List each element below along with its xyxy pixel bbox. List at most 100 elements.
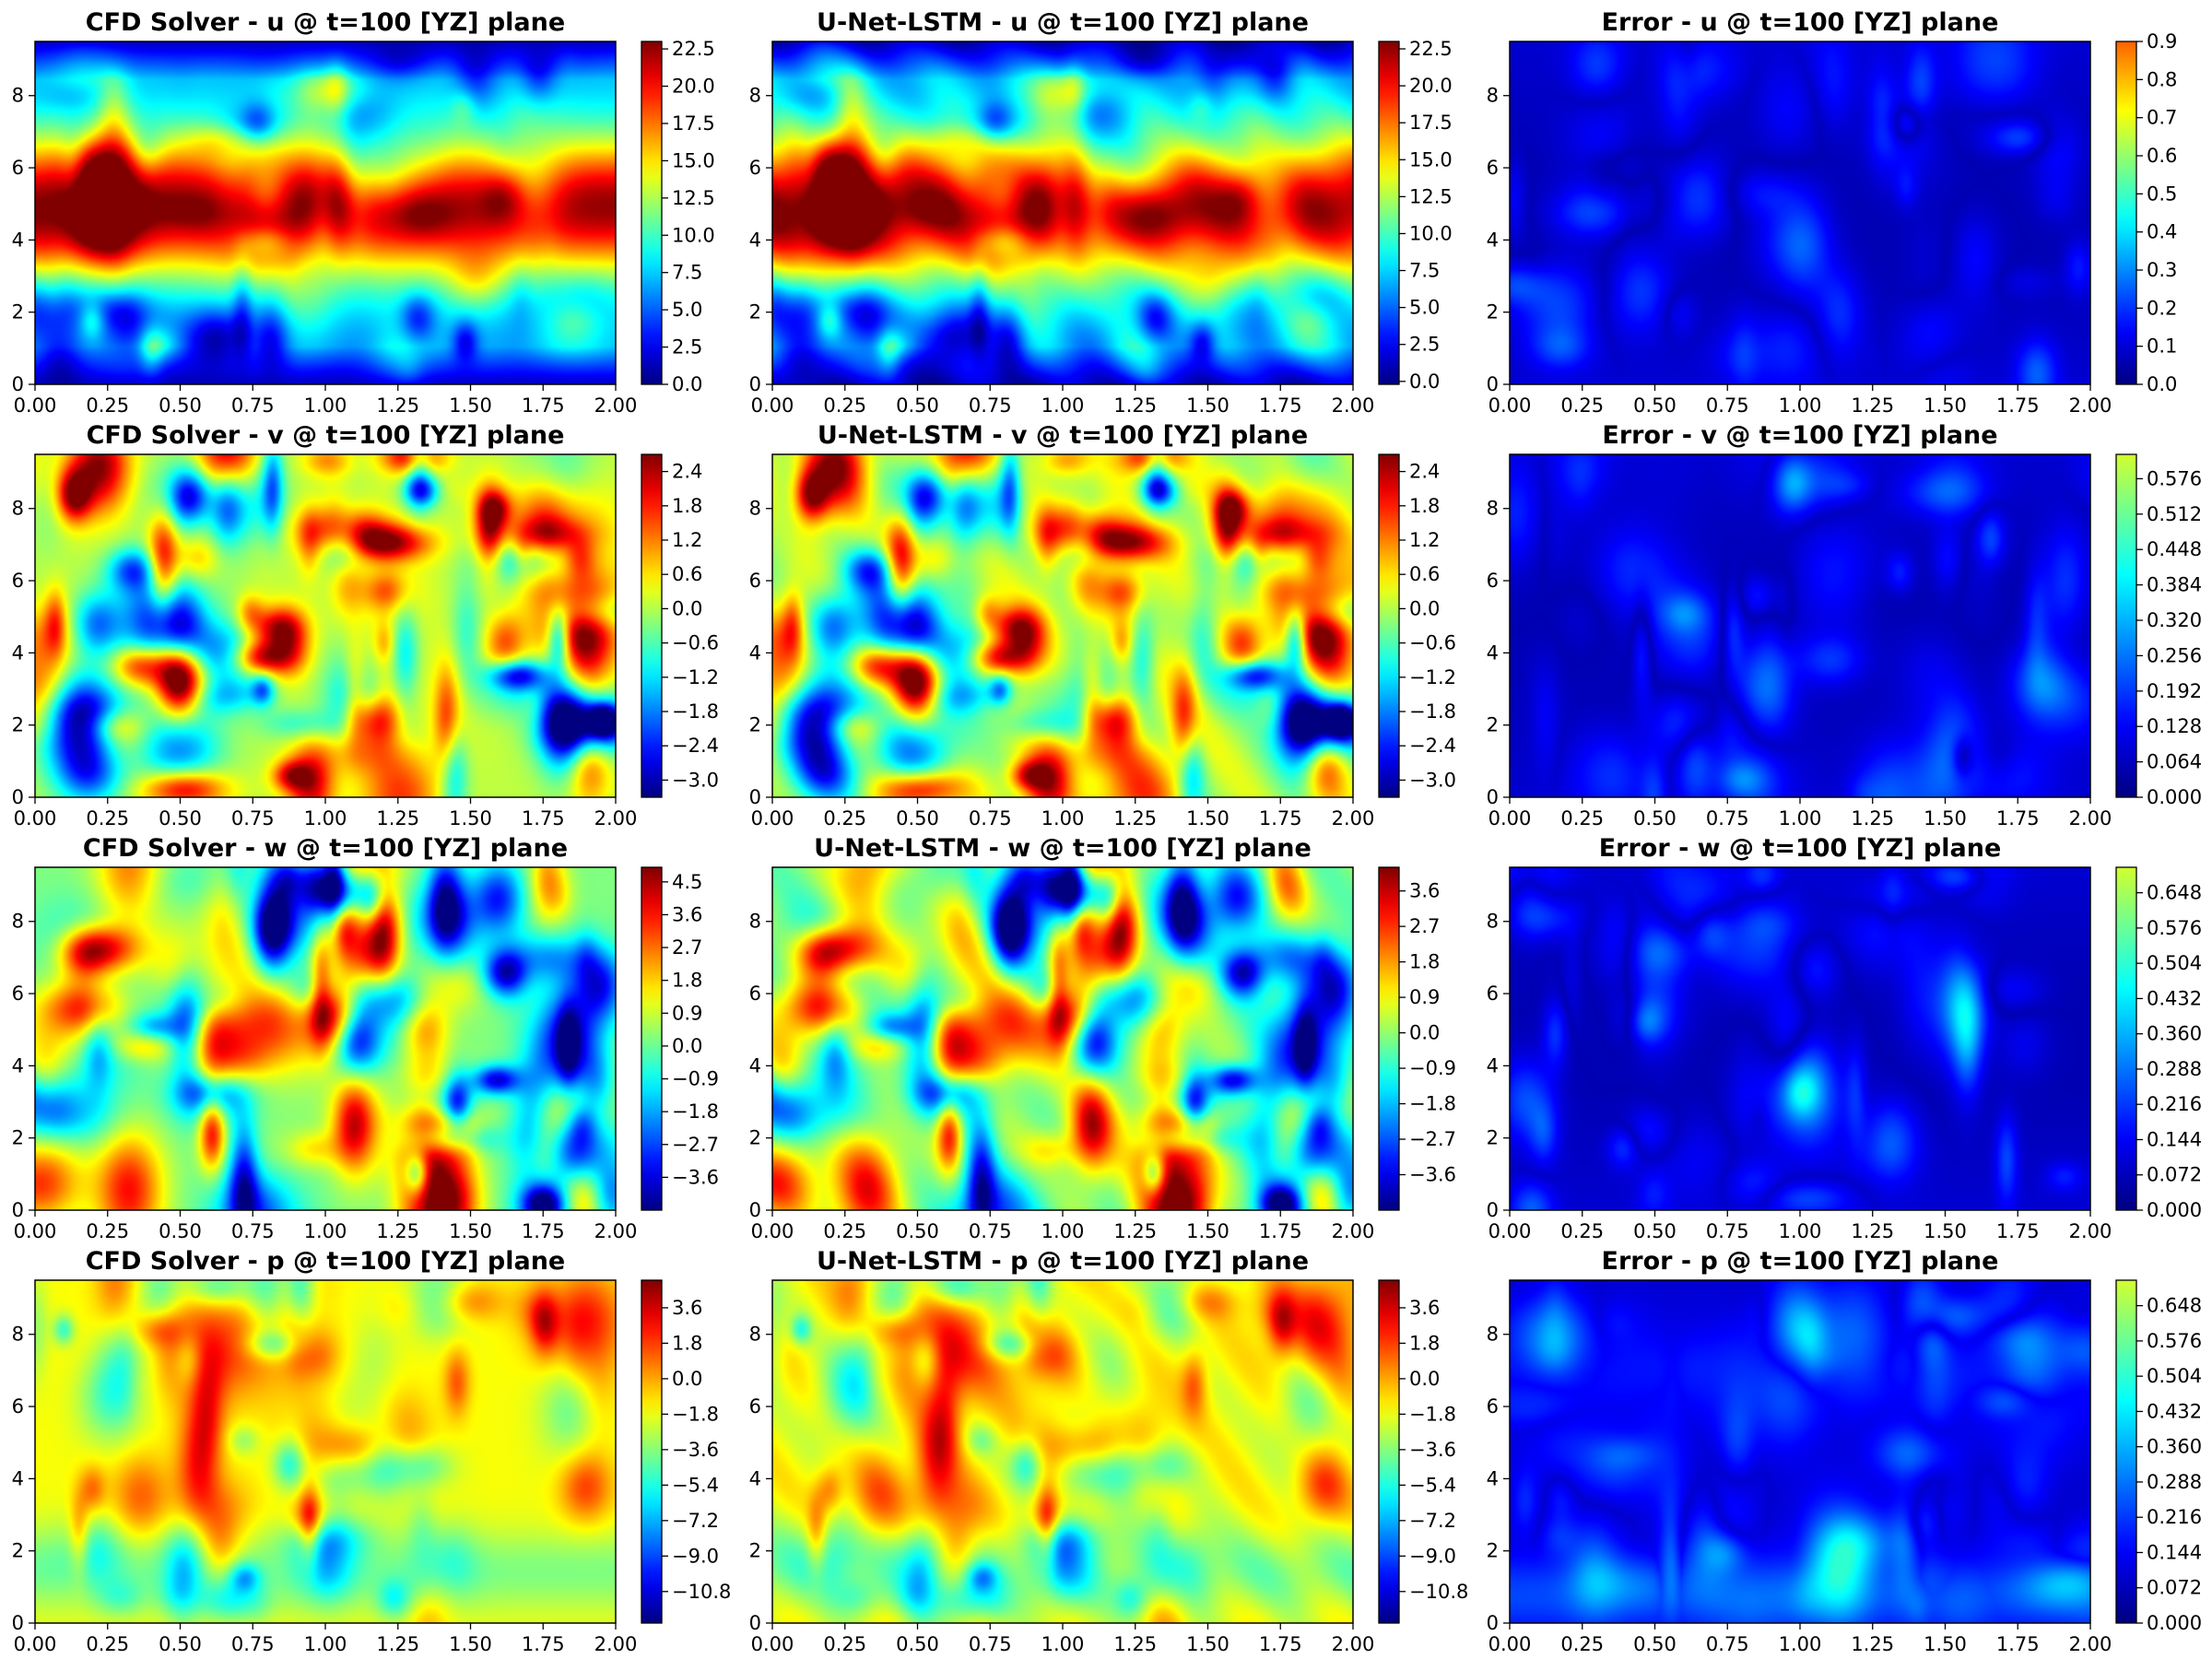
colorbar-tick-label: 5.0	[672, 299, 702, 321]
x-tick-label: 2.00	[1332, 394, 1375, 417]
y-tick-label: 8	[749, 1324, 761, 1346]
colorbar-tick-label: 0.0	[1409, 597, 1440, 619]
y-tick-label: 8	[1487, 911, 1499, 933]
colorbar-tick-label: −7.2	[1409, 1510, 1456, 1532]
x-tick-label: 1.50	[1924, 807, 1967, 830]
colorbar-tick-label: 0.0	[672, 1368, 702, 1390]
x-tick-label: 0.50	[896, 1220, 939, 1242]
colorbar-tick-label: 0.432	[2147, 1400, 2202, 1422]
x-tick-label: 0.25	[823, 1633, 866, 1655]
colorbar-tick-label: 0.0	[672, 1035, 702, 1057]
colorbar-tick-label: 0.4	[2147, 221, 2177, 243]
colorbar-tick-label: 2.4	[1409, 461, 1440, 483]
y-tick-label: 0	[749, 1612, 761, 1634]
heatmap-image	[772, 41, 1353, 384]
x-tick-label: 1.25	[1113, 394, 1157, 417]
x-tick-label: 1.50	[1186, 807, 1230, 830]
x-tick-label: 0.00	[14, 1220, 57, 1242]
colorbar-tick-label: −1.8	[672, 1403, 719, 1425]
x-tick-label: 1.50	[1186, 1220, 1230, 1242]
colorbar-tick-label: 0.504	[2147, 1365, 2202, 1387]
colorbar-tick-label: 0.432	[2147, 987, 2202, 1009]
colorbar-tick-label: −7.2	[672, 1510, 719, 1532]
x-tick-label: 1.50	[1924, 1220, 1967, 1242]
colorbar-tick-label: 3.6	[1409, 880, 1440, 902]
y-tick-label: 6	[1487, 982, 1499, 1005]
x-tick-label: 1.75	[1996, 1633, 2040, 1655]
x-tick-label: 0.75	[231, 394, 275, 417]
colorbar-tick-label: 0.8	[2147, 68, 2177, 90]
colorbar-tick-label: 4.5	[672, 871, 702, 893]
y-tick-label: 0	[749, 373, 761, 395]
x-tick-label: 2.00	[594, 394, 638, 417]
colorbar-tick-label: 10.0	[672, 224, 715, 246]
x-tick-label: 1.50	[449, 1633, 492, 1655]
colorbar	[1378, 453, 1400, 798]
colorbar-tick-label: 0.064	[2147, 751, 2202, 773]
x-tick-label: 1.75	[1996, 1220, 2040, 1242]
colorbar-tick-label: −1.8	[672, 700, 719, 723]
colorbar-tick-label: 1.8	[672, 1332, 702, 1354]
colorbar-tick-label: 0.216	[2147, 1506, 2202, 1528]
x-tick-label: 1.25	[376, 1220, 419, 1242]
x-tick-label: 0.25	[1560, 1220, 1604, 1242]
panel-title: U-Net-LSTM - w @ t=100 [YZ] plane	[814, 834, 1312, 863]
heatmap-image	[772, 1280, 1353, 1623]
colorbar-tick-label: 0.320	[2147, 609, 2202, 631]
x-tick-label: 0.00	[751, 394, 794, 417]
colorbar-tick-label: 1.2	[1409, 529, 1440, 551]
colorbar-tick-label: 0.576	[2147, 467, 2202, 489]
x-tick-label: 1.75	[1259, 1220, 1302, 1242]
colorbar-tick-label: 0.128	[2147, 715, 2202, 737]
panel-title: U-Net-LSTM - p @ t=100 [YZ] plane	[817, 1247, 1309, 1276]
colorbar-tick-label: −5.4	[1409, 1474, 1456, 1496]
colorbar-tick-label: 0.504	[2147, 952, 2202, 974]
x-tick-label: 1.50	[1924, 1633, 1967, 1655]
x-tick-label: 1.25	[376, 1633, 419, 1655]
panel-title: Error - p @ t=100 [YZ] plane	[1602, 1247, 1999, 1276]
y-tick-label: 2	[749, 1127, 761, 1149]
y-tick-label: 8	[749, 498, 761, 520]
x-tick-label: 1.50	[449, 1220, 492, 1242]
colorbar-tick-label: 0.144	[2147, 1541, 2202, 1563]
x-tick-label: 1.75	[522, 394, 565, 417]
x-tick-label: 0.25	[1560, 1633, 1604, 1655]
colorbar-tick-label: −0.6	[1409, 632, 1456, 654]
x-tick-label: 0.00	[751, 1633, 794, 1655]
x-tick-label: 0.75	[1706, 394, 1749, 417]
y-tick-label: 2	[749, 1540, 761, 1562]
x-tick-label: 1.75	[1259, 1633, 1302, 1655]
heatmap-image	[1510, 41, 2090, 384]
y-tick-label: 8	[1487, 1324, 1499, 1346]
colorbar-tick-label: −2.4	[1409, 735, 1456, 757]
heatmap-image	[1510, 867, 2090, 1210]
x-tick-label: 1.75	[1259, 807, 1302, 830]
colorbar-tick-label: 7.5	[672, 262, 702, 284]
x-tick-label: 0.50	[896, 1633, 939, 1655]
y-tick-label: 0	[1487, 373, 1499, 395]
colorbar-tick-label: −3.6	[1409, 1439, 1456, 1461]
x-tick-label: 0.00	[751, 807, 794, 830]
x-tick-label: 1.00	[1041, 1633, 1085, 1655]
colorbar-tick-label: 0.9	[1409, 986, 1440, 1008]
y-tick-label: 4	[749, 1467, 761, 1489]
colorbar-tick-label: 3.6	[672, 903, 702, 925]
colorbar-tick-label: 7.5	[1409, 260, 1440, 282]
colorbar-tick-label: 0.072	[2147, 1164, 2202, 1186]
y-tick-label: 4	[1487, 641, 1499, 664]
x-tick-label: 1.75	[1259, 394, 1302, 417]
colorbar-tick-label: 0.2	[2147, 297, 2177, 319]
x-tick-label: 2.00	[2069, 394, 2112, 417]
colorbar-tick-label: 0.0	[1409, 1368, 1440, 1390]
x-tick-label: 0.75	[231, 807, 275, 830]
y-tick-label: 4	[749, 1054, 761, 1077]
x-tick-label: 2.00	[2069, 1633, 2112, 1655]
colorbar-tick-label: 1.2	[672, 529, 702, 551]
colorbar-tick-label: 1.8	[672, 495, 702, 517]
colorbar-tick-label: −10.8	[1409, 1581, 1468, 1603]
y-tick-label: 8	[749, 911, 761, 933]
x-tick-label: 0.75	[1706, 1633, 1749, 1655]
colorbar-tick-label: 0.448	[2147, 538, 2202, 560]
colorbar-tick-label: 0.288	[2147, 1471, 2202, 1493]
